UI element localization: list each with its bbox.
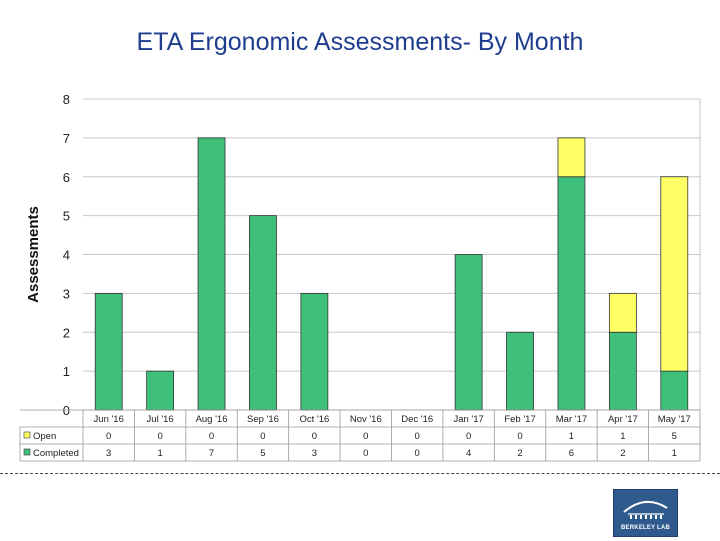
legend-swatch-completed xyxy=(23,448,31,456)
x-category-label: Mar '17 xyxy=(556,414,587,425)
table-cell: 0 xyxy=(466,431,471,442)
bar-completed xyxy=(557,176,586,411)
table-cell: 6 xyxy=(569,448,574,459)
table-cell: 0 xyxy=(260,431,265,442)
table-cell: 0 xyxy=(363,448,368,459)
legend-swatch-open xyxy=(23,431,31,439)
table-cell: 1 xyxy=(620,431,625,442)
y-axis-label: Assessments xyxy=(25,206,42,303)
x-category-label: Feb '17 xyxy=(504,414,535,425)
bar-completed xyxy=(300,292,329,411)
bar-completed xyxy=(660,370,689,411)
bar-completed xyxy=(197,137,226,411)
page-title: ETA Ergonomic Assessments- By Month xyxy=(136,28,584,56)
table-cell: 3 xyxy=(312,448,317,459)
x-category-label: May '17 xyxy=(658,414,691,425)
table-cell: 0 xyxy=(415,448,420,459)
y-tick-label: 2 xyxy=(63,325,70,340)
table-cell: 2 xyxy=(517,448,522,459)
table-cell: 3 xyxy=(106,448,111,459)
lab-building-icon xyxy=(623,501,668,519)
x-category-label: Apr '17 xyxy=(608,414,638,425)
bar-completed xyxy=(94,292,123,411)
y-tick-label: 3 xyxy=(63,286,70,301)
x-category-label: Oct '16 xyxy=(299,414,329,425)
x-category-label: Aug '16 xyxy=(196,414,228,425)
y-tick-label: 4 xyxy=(63,248,70,263)
table-cell: 0 xyxy=(312,431,317,442)
x-category-label: Sep '16 xyxy=(247,414,279,425)
bar-completed xyxy=(608,331,637,411)
table-cell: 0 xyxy=(363,431,368,442)
y-tick-label: 8 xyxy=(63,92,70,107)
table-cell: 2 xyxy=(620,448,625,459)
x-category-label: Nov '16 xyxy=(350,414,382,425)
bar-completed xyxy=(454,254,483,411)
table-cell: 0 xyxy=(209,431,214,442)
bar-open xyxy=(608,292,637,333)
x-category-label: Jan '17 xyxy=(453,414,483,425)
x-category-label: Jun '16 xyxy=(94,414,124,425)
table-cell: 7 xyxy=(209,448,214,459)
x-category-label: Jul '16 xyxy=(147,414,174,425)
bar-open xyxy=(660,176,689,372)
table-cell: 0 xyxy=(415,431,420,442)
table-cell: 1 xyxy=(672,448,677,459)
table-cell: 1 xyxy=(157,448,162,459)
y-tick-label: 1 xyxy=(63,364,70,379)
bar-completed xyxy=(249,215,277,411)
table-cell: 0 xyxy=(106,431,111,442)
logo-text: BERKELEY LAB xyxy=(621,525,670,531)
footer-divider xyxy=(0,473,720,474)
berkeley-lab-logo: BERKELEY LAB xyxy=(613,489,678,537)
y-tick-label: 0 xyxy=(63,403,70,418)
table-cell: 5 xyxy=(260,448,265,459)
y-tick-label: 7 xyxy=(63,131,70,146)
bar-open xyxy=(557,137,586,178)
table-row-label: Completed xyxy=(33,448,79,459)
table-cell: 0 xyxy=(517,431,522,442)
x-category-label: Dec '16 xyxy=(401,414,433,425)
table-cell: 4 xyxy=(466,448,471,459)
bar-completed xyxy=(506,331,534,411)
y-tick-label: 5 xyxy=(63,209,70,224)
table-cell: 1 xyxy=(569,431,574,442)
bar-completed xyxy=(146,370,175,411)
table-cell: 5 xyxy=(672,431,677,442)
table-cell: 0 xyxy=(157,431,162,442)
table-row-label: Open xyxy=(33,431,56,442)
y-tick-label: 6 xyxy=(63,170,70,185)
